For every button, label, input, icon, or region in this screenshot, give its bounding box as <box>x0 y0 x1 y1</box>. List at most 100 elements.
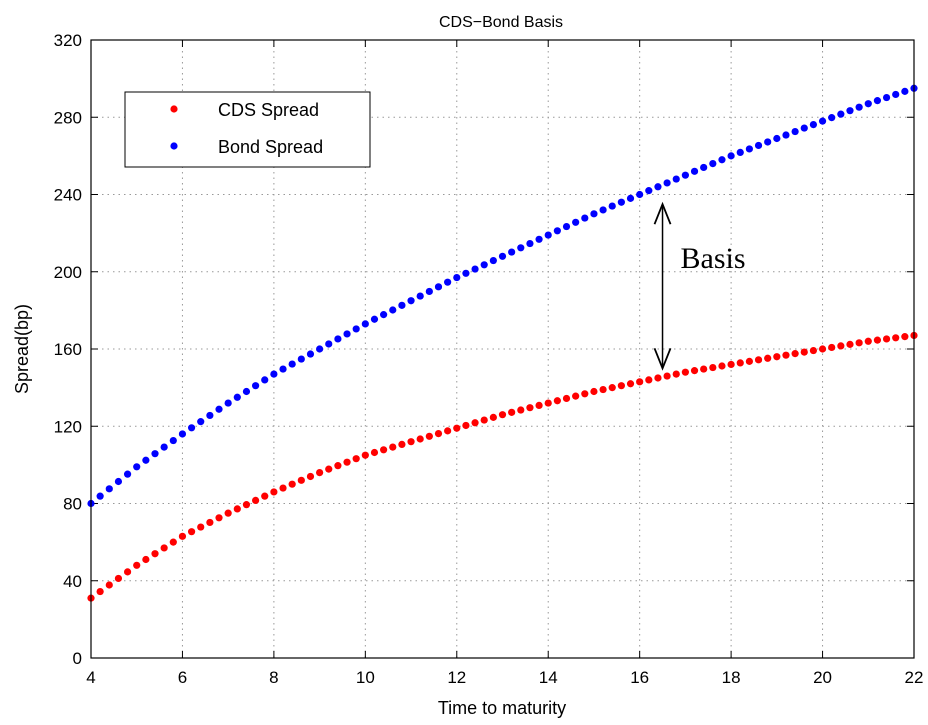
y-tick-label: 40 <box>63 572 82 591</box>
series-marker-fill <box>709 363 717 372</box>
data-point <box>361 451 369 459</box>
series-marker-fill <box>123 470 132 478</box>
series-marker-fill <box>745 145 754 153</box>
series-marker-fill <box>581 214 589 222</box>
series-marker-fill <box>151 550 159 558</box>
data-point <box>681 171 689 179</box>
series-marker-fill <box>425 432 433 440</box>
series-marker-fill <box>709 160 717 168</box>
data-point <box>636 378 644 386</box>
basis-annotation: Basis <box>653 201 746 371</box>
series-marker-fill <box>754 141 763 150</box>
series-marker-fill <box>416 435 424 443</box>
series-marker-fill <box>187 528 196 536</box>
series-marker-fill <box>444 278 452 286</box>
data-point <box>636 190 644 199</box>
data-point <box>773 134 781 143</box>
y-tick-label: 0 <box>73 649 82 668</box>
series-layer <box>87 84 918 602</box>
series-marker-fill <box>855 103 863 111</box>
series-marker-fill <box>160 544 168 552</box>
series-marker-fill <box>142 555 150 564</box>
legend-box <box>124 91 371 168</box>
data-point <box>818 345 827 353</box>
series-marker-fill <box>572 218 580 226</box>
series-marker-fill <box>846 340 854 348</box>
series-marker-fill <box>791 350 799 358</box>
series-marker-fill <box>434 283 443 291</box>
data-point <box>544 399 552 407</box>
data-point <box>453 424 461 432</box>
y-axis-label: Spread(bp) <box>12 304 32 394</box>
series-marker-fill <box>325 465 333 473</box>
basis-arrow-head-down <box>653 347 672 371</box>
x-tick-label: 12 <box>447 668 466 687</box>
series-marker-fill <box>398 301 406 309</box>
legend-marker-bond <box>170 142 178 150</box>
data-point <box>224 399 232 407</box>
series-marker-fill <box>105 581 113 589</box>
series-marker-fill <box>233 393 241 401</box>
series-marker-fill <box>645 187 653 195</box>
series-marker-fill <box>700 163 708 172</box>
data-point <box>498 411 507 419</box>
series-marker-fill <box>297 476 305 484</box>
series-marker-fill <box>160 443 168 451</box>
x-axis-label: Time to maturity <box>438 698 566 718</box>
series-marker-fill <box>846 107 854 115</box>
data-point <box>453 273 461 282</box>
data-point <box>178 532 187 540</box>
series-marker-fill <box>517 244 525 252</box>
series-marker-fill <box>261 492 269 500</box>
series-marker-fill <box>535 401 543 409</box>
data-point <box>407 297 415 305</box>
data-point <box>361 320 369 328</box>
series-marker-fill <box>828 343 836 352</box>
series-marker-fill <box>114 574 123 583</box>
x-tick-label: 16 <box>630 668 649 687</box>
series-marker-fill <box>782 351 790 359</box>
data-point <box>727 360 735 369</box>
series-cds-spread <box>87 331 918 602</box>
series-marker-fill <box>215 405 223 413</box>
series-marker-fill <box>334 335 342 343</box>
series-marker-fill <box>114 477 123 486</box>
series-marker-fill <box>343 330 351 338</box>
data-point <box>727 152 735 160</box>
series-marker-fill <box>215 514 223 522</box>
series-marker-fill <box>169 538 177 546</box>
series-marker-fill <box>105 485 113 493</box>
series-marker-fill <box>389 443 397 451</box>
data-point <box>178 430 187 438</box>
data-point <box>316 345 324 353</box>
series-marker-fill <box>480 261 488 269</box>
series-marker-fill <box>489 413 497 421</box>
legend: CDS Spread Bond Spread <box>124 91 371 168</box>
series-marker-fill <box>791 127 799 136</box>
y-tick-label: 240 <box>54 186 82 205</box>
series-marker-fill <box>754 356 763 364</box>
series-marker-fill <box>288 480 296 488</box>
data-point <box>270 370 278 378</box>
x-tick-label: 6 <box>178 668 187 687</box>
series-marker-fill <box>809 346 818 355</box>
series-marker-fill <box>764 138 772 146</box>
plot-frame <box>90 39 915 659</box>
series-marker-fill <box>508 408 516 416</box>
series-marker-fill <box>617 198 625 206</box>
series-marker-fill <box>663 179 671 187</box>
series-marker-fill <box>434 429 443 438</box>
series-marker-fill <box>645 376 653 384</box>
series-marker-fill <box>526 404 534 412</box>
series-marker-fill <box>233 505 241 513</box>
data-point <box>773 353 781 361</box>
data-point <box>818 117 827 125</box>
y-tick-label: 80 <box>63 495 82 514</box>
series-marker-fill <box>837 110 845 118</box>
x-tick-label: 4 <box>86 668 95 687</box>
data-point <box>270 488 278 496</box>
series-marker-fill <box>197 523 205 531</box>
series-marker-fill <box>398 440 406 449</box>
series-marker-fill <box>142 456 150 464</box>
series-marker-fill <box>279 484 287 492</box>
